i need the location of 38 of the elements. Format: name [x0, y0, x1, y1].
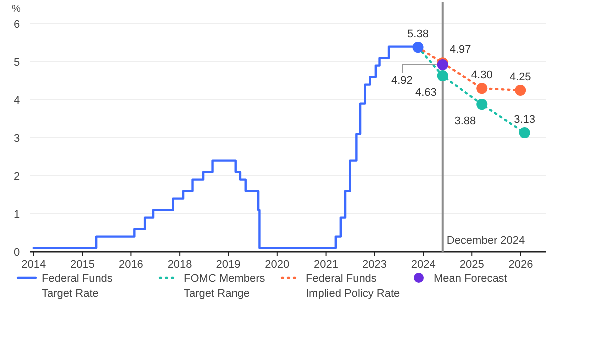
legend-label: Mean Forecast: [434, 273, 508, 285]
y-tick-label: 6: [14, 19, 20, 31]
point: [412, 42, 424, 54]
legend-label: Federal Funds Implied Policy Rate: [306, 273, 400, 300]
y-tick-label: 1: [14, 209, 20, 221]
point: [476, 83, 488, 94]
data-label: 3.88: [454, 116, 476, 128]
point: [515, 85, 526, 96]
point: [476, 99, 488, 110]
ref-line-label: December 2024: [446, 235, 526, 247]
x-tick-label: 2020: [265, 259, 290, 271]
point: [519, 128, 530, 139]
x-tick-label: 2024: [411, 259, 436, 271]
y-tick-label: 2: [14, 171, 20, 183]
y-tick-label: 0: [14, 247, 20, 259]
y-axis-title: %: [12, 4, 21, 15]
x-tick-label: 2019: [216, 259, 241, 271]
point: [437, 70, 448, 82]
data-label: 3.13: [514, 114, 536, 126]
x-tick-label: 2016: [118, 259, 144, 271]
legend-label: Federal Funds Target Rate: [42, 273, 114, 300]
y-tick-label: 3: [14, 133, 20, 145]
x-tick-label: 2026: [508, 259, 534, 271]
data-label: 4.97: [450, 44, 472, 56]
data-label: 4.25: [510, 72, 532, 84]
x-tick-label: 2018: [168, 259, 192, 271]
data-label: 5.38: [408, 28, 429, 41]
x-tick-label: 2014: [22, 259, 46, 271]
x-tick-label: 2025: [460, 259, 484, 271]
x-tick-label: 2021: [314, 259, 339, 271]
legend-label: FOMC Members Target Range: [184, 273, 266, 300]
y-tick-label: 5: [14, 57, 20, 69]
y-tick-label: 4: [14, 95, 20, 107]
data-label: 4.92: [391, 75, 413, 88]
x-tick-label: 2023: [362, 259, 388, 271]
data-label: 4.30: [471, 70, 493, 82]
data-label: 4.63: [415, 87, 437, 100]
x-tick-label: 2015: [70, 259, 95, 271]
